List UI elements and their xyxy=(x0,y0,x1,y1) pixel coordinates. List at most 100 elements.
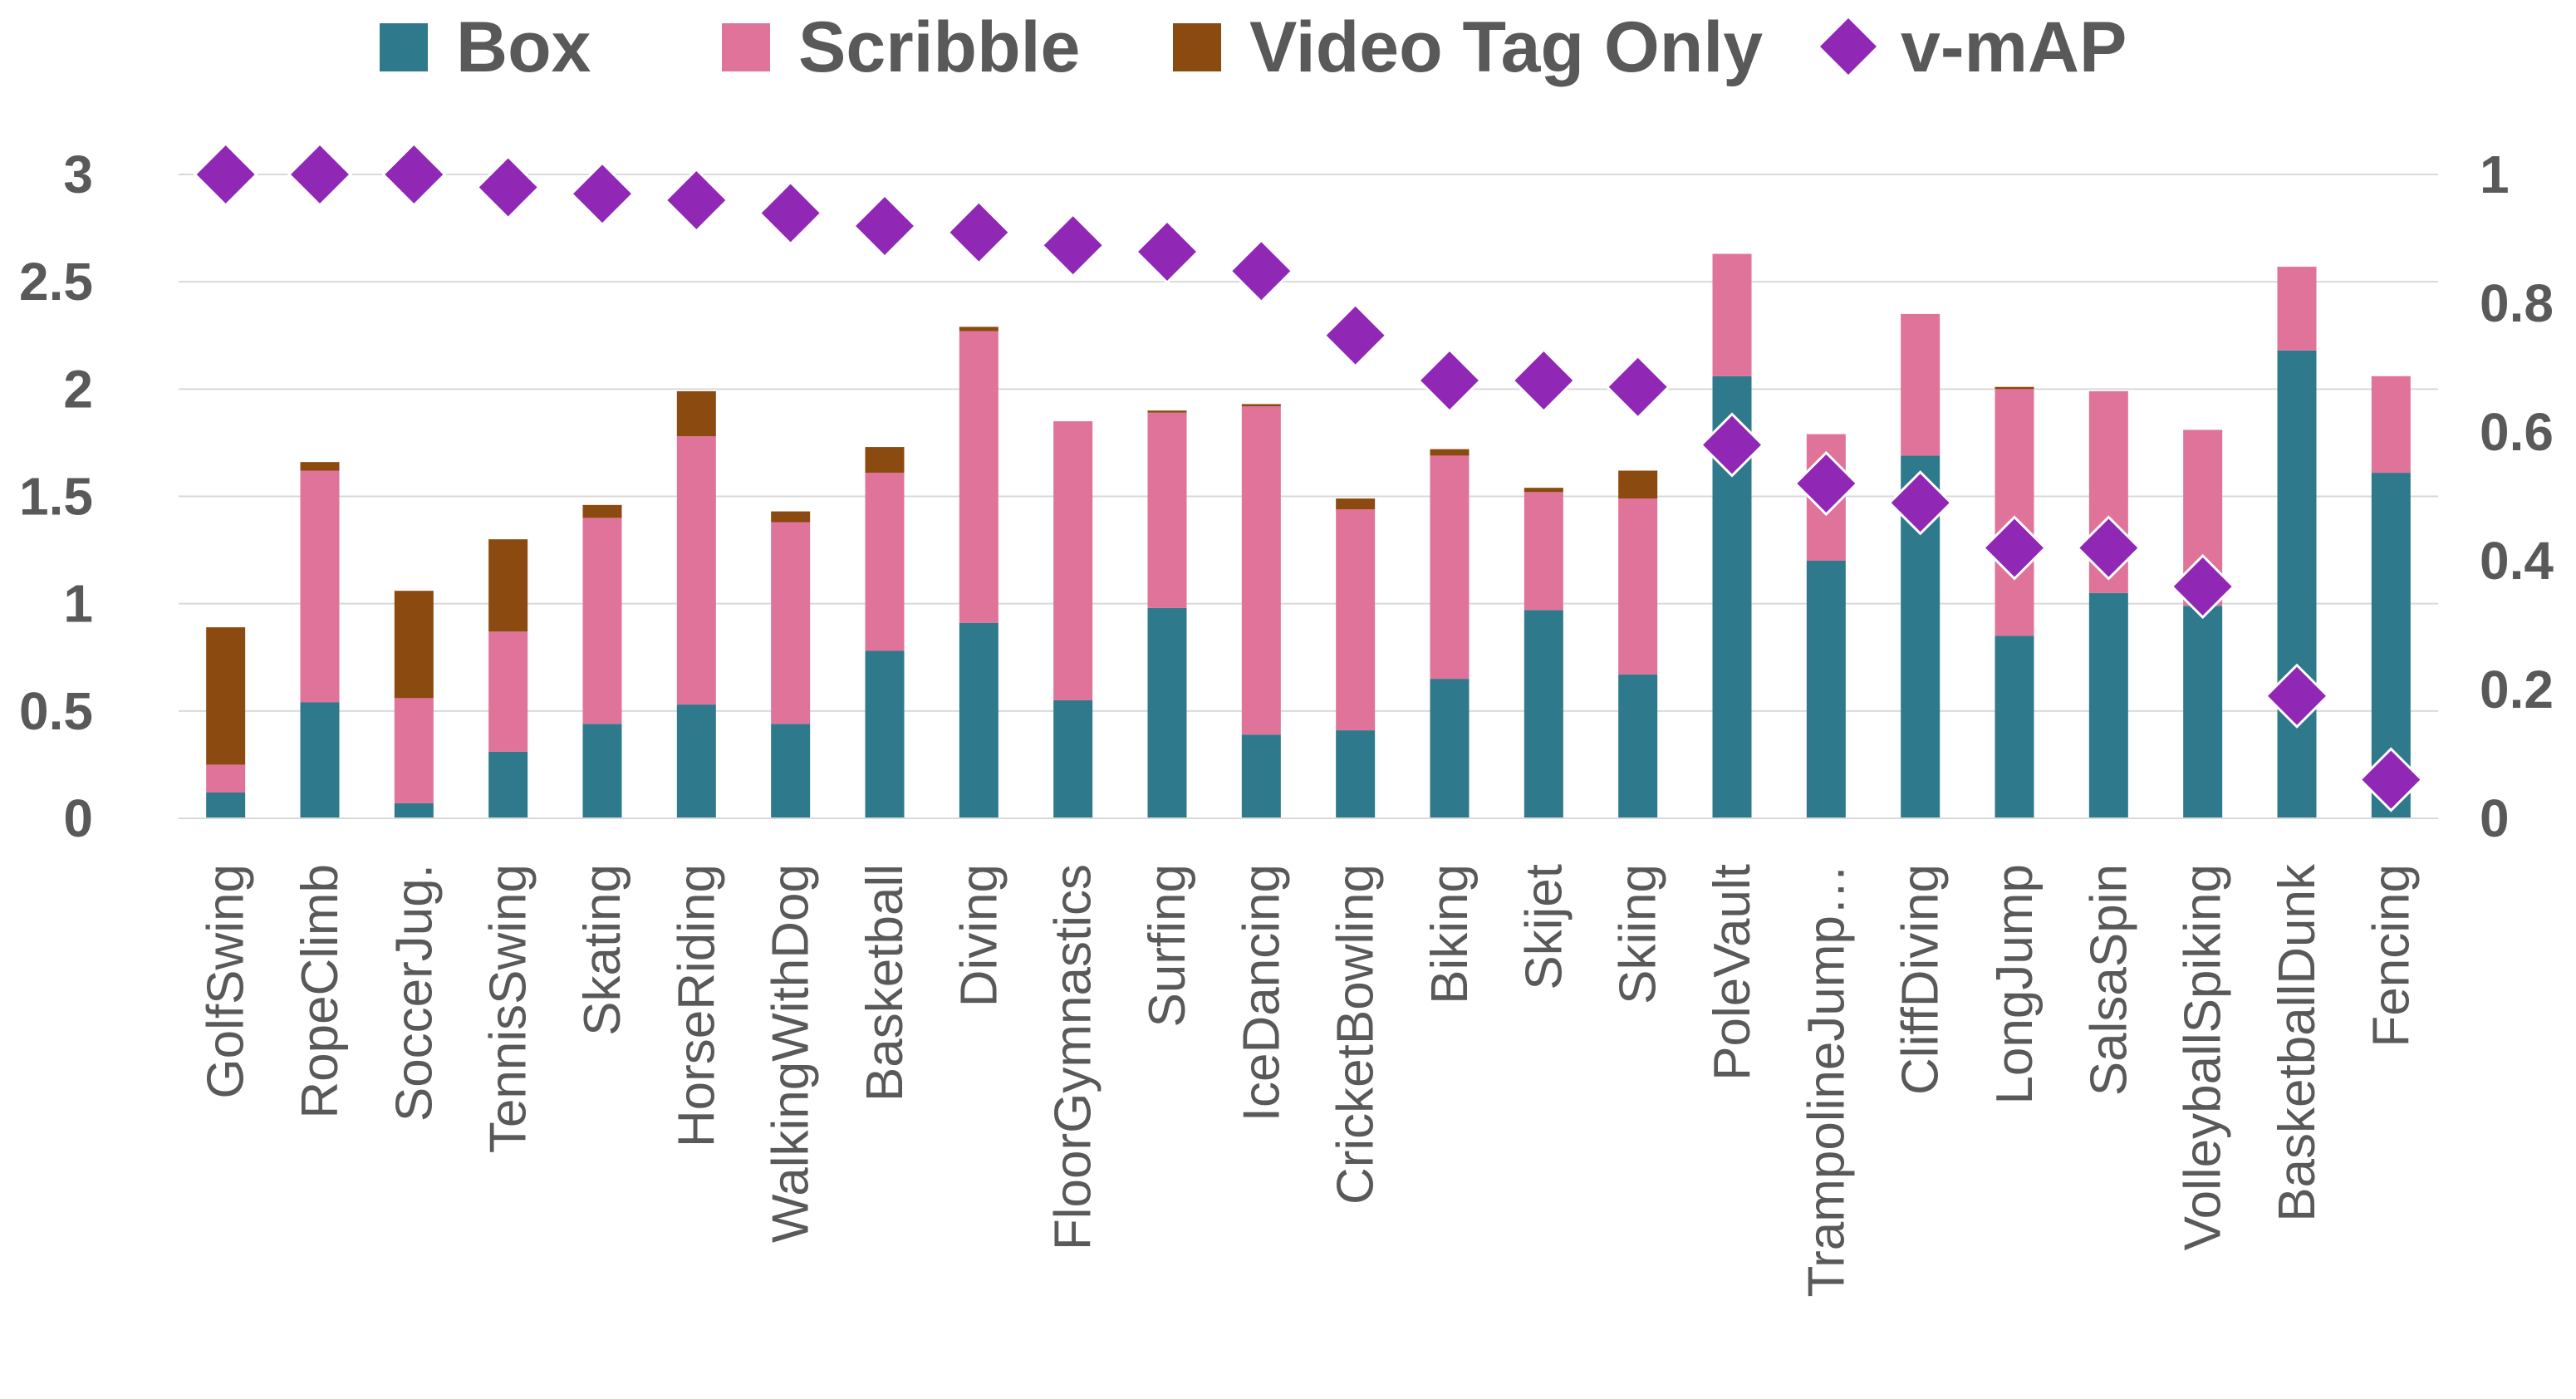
legend-swatch-scribble xyxy=(722,23,770,71)
bar-box xyxy=(582,724,622,818)
bar-video-tag-only xyxy=(1336,498,1376,509)
diamond-markers xyxy=(193,141,2424,812)
y-axis-right: 0 0.2 0.4 0.6 0.8 1 xyxy=(2480,145,2554,848)
category-label: Fencing xyxy=(2363,864,2420,1048)
y-left-tick-label: 1.5 xyxy=(19,467,93,527)
bar-box xyxy=(1147,607,1187,818)
bar-video-tag-only xyxy=(488,539,528,632)
point-vmap xyxy=(2076,515,2142,581)
category-label: HorseRiding xyxy=(668,864,725,1147)
bar-box xyxy=(300,702,340,818)
bar-box xyxy=(394,803,434,818)
category-label: SalsaSpin xyxy=(2080,864,2137,1096)
category-label: PoleVault xyxy=(1704,864,1761,1081)
point-vmap xyxy=(1229,238,1294,304)
bar-video-tag-only xyxy=(1618,470,1658,499)
bar-video-tag-only xyxy=(1524,488,1563,493)
bar-scribble xyxy=(1147,412,1187,608)
category-label: Diving xyxy=(950,864,1008,1007)
bar-scribble xyxy=(206,764,246,793)
bar-box xyxy=(1618,674,1658,818)
bar-video-tag-only xyxy=(1995,386,2034,390)
bar-box xyxy=(206,793,246,818)
y-axis-left: 0 0.5 1 1.5 2 2.5 3 xyxy=(19,145,93,848)
point-vmap xyxy=(1040,213,1106,278)
category-label: Surfing xyxy=(1139,864,1196,1027)
bar-video-tag-only xyxy=(582,504,622,518)
bar-scribble xyxy=(1712,253,1752,376)
point-vmap xyxy=(1134,218,1200,285)
y-left-tick-label: 0 xyxy=(63,788,93,848)
point-vmap xyxy=(1793,450,1859,517)
point-vmap xyxy=(475,155,541,220)
y-left-tick-label: 0.5 xyxy=(19,681,93,741)
category-label: RopeClimb xyxy=(292,864,349,1119)
y-left-tick-label: 2 xyxy=(63,359,93,419)
bar-scribble xyxy=(1995,389,2034,636)
category-label: Skijet xyxy=(1515,864,1573,990)
bar-scribble xyxy=(582,518,622,724)
point-vmap xyxy=(1699,412,1765,478)
bar-box xyxy=(676,704,716,818)
bar-box xyxy=(1995,636,2034,818)
legend-swatch-box xyxy=(380,23,428,71)
category-label: CricketBowling xyxy=(1327,864,1385,1205)
point-vmap xyxy=(1887,470,1953,536)
category-label: Basketball xyxy=(856,864,914,1102)
bar-video-tag-only xyxy=(771,511,811,523)
bar-box xyxy=(1241,734,1281,818)
point-vmap xyxy=(1981,515,2048,581)
bar-video-tag-only xyxy=(676,390,716,437)
y-right-tick-label: 0 xyxy=(2480,788,2510,848)
point-vmap xyxy=(2264,663,2330,729)
y-left-tick-label: 1 xyxy=(63,574,93,634)
legend-label-v-map: v-mAP xyxy=(1901,7,2127,87)
bar-video-tag-only xyxy=(300,462,340,471)
point-vmap xyxy=(287,141,353,208)
bar-video-tag-only xyxy=(1430,449,1470,456)
bar-scribble xyxy=(959,331,999,623)
bar-box xyxy=(2277,350,2317,818)
bar-scribble xyxy=(1241,406,1281,735)
category-label: TennisSwing xyxy=(480,864,537,1153)
y-left-tick-label: 3 xyxy=(63,145,93,204)
category-label: WalkingWithDog xyxy=(763,864,820,1243)
point-vmap xyxy=(1416,347,1483,414)
bar-scribble xyxy=(2277,267,2317,351)
bar-scribble xyxy=(1901,313,1941,456)
bar-scribble xyxy=(2371,376,2411,474)
bars xyxy=(206,253,2411,818)
bar-scribble xyxy=(488,631,528,752)
legend-swatch-video-tag-only xyxy=(1173,23,1221,71)
bar-video-tag-only xyxy=(959,326,999,331)
x-axis-labels: GolfSwing RopeClimb SoccerJug. TennisSwing S… xyxy=(198,863,2421,1297)
category-label: VolleyballSpiking xyxy=(2175,864,2232,1250)
y-right-tick-label: 0.6 xyxy=(2480,402,2554,462)
point-vmap xyxy=(381,141,447,208)
bar-video-tag-only xyxy=(1147,410,1187,413)
category-label: GolfSwing xyxy=(198,864,255,1099)
point-vmap xyxy=(1605,354,1671,420)
category-label: TrampolineJump… xyxy=(1798,864,1855,1297)
category-label: Skiing xyxy=(1610,864,1667,1004)
point-vmap xyxy=(851,193,918,259)
bar-scribble xyxy=(1053,421,1093,700)
category-label: SoccerJug. xyxy=(385,864,443,1122)
point-vmap xyxy=(2358,747,2424,812)
point-vmap xyxy=(1322,302,1388,368)
bar-video-tag-only xyxy=(865,447,905,474)
category-label: CliffDiving xyxy=(1892,864,1950,1095)
bar-scribble xyxy=(1524,492,1563,611)
bar-box xyxy=(488,751,528,818)
bar-scribble xyxy=(300,470,340,703)
bar-scribble xyxy=(676,436,716,705)
point-vmap xyxy=(758,180,823,246)
category-label: Skating xyxy=(574,864,631,1036)
legend-label-box: Box xyxy=(456,7,591,87)
gridlines xyxy=(179,174,2438,819)
y-right-tick-label: 0.2 xyxy=(2480,660,2554,719)
bar-video-tag-only xyxy=(206,627,246,765)
bar-video-tag-only xyxy=(1241,404,1281,406)
